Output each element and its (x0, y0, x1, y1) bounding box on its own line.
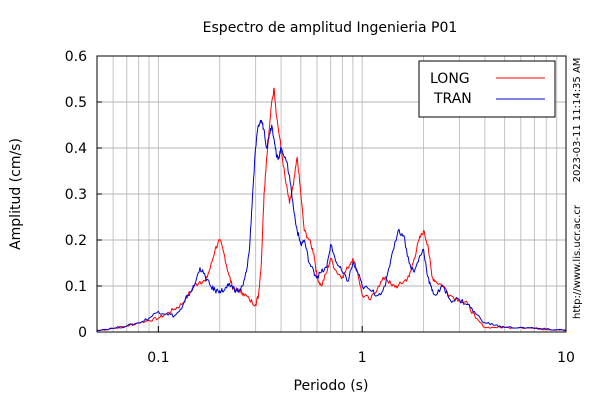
chart-title: Espectro de amplitud Ingenieria P01 (203, 20, 458, 36)
y-tick-label: 0.5 (65, 95, 87, 111)
x-tick-label: 0.1 (147, 350, 169, 366)
y-tick-label: 0.3 (65, 187, 87, 203)
source-url-text: http://www.lis.ucr.ac.cr (572, 204, 583, 319)
y-tick-label: 0.6 (65, 49, 87, 65)
series-line-tran (96, 119, 567, 332)
legend: LONG TRAN (418, 60, 556, 118)
x-axis: 0.1 1 10 (147, 326, 575, 366)
y-tick-label: 0.4 (65, 141, 87, 157)
legend-box (418, 60, 556, 118)
y-axis: 0 0.1 0.2 0.3 0.4 0.5 0.6 (65, 49, 102, 341)
y-axis-label: Amplitud (cm/s) (8, 138, 24, 250)
x-tick-label: 1 (358, 350, 367, 366)
series-line-long (96, 87, 567, 332)
y-tick-label: 0 (78, 325, 87, 341)
y-tick-label: 0.2 (65, 233, 87, 249)
legend-label-long: LONG (430, 71, 470, 87)
timestamp-text: 2023-03-11 11:14:35 AM (572, 58, 583, 183)
legend-label-tran: TRAN (433, 91, 472, 107)
x-tick-label: 10 (557, 350, 575, 366)
y-tick-label: 0.1 (65, 279, 87, 295)
series-layer (96, 87, 567, 332)
x-axis-label: Periodo (s) (294, 378, 369, 394)
